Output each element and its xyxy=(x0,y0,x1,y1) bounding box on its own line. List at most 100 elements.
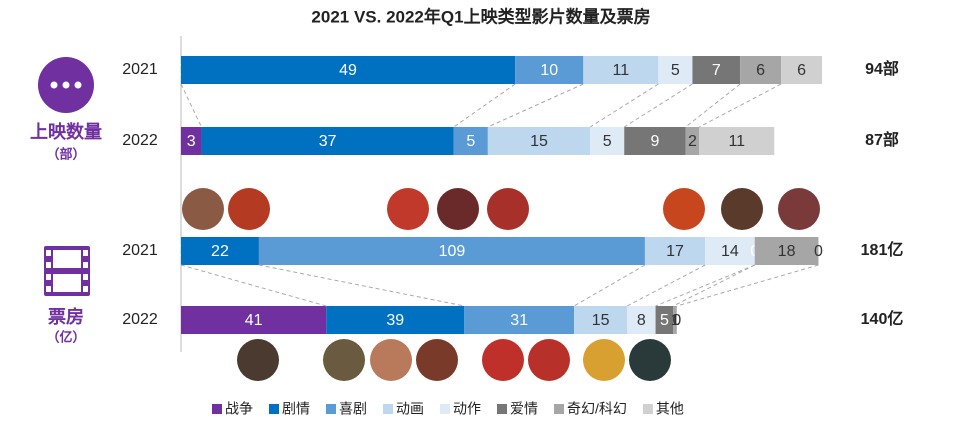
data-label: 11 xyxy=(728,133,745,150)
bar-segment xyxy=(781,56,822,84)
data-label: 22 xyxy=(211,243,229,260)
posters xyxy=(182,188,820,381)
data-label: 5 xyxy=(671,62,680,79)
bar-segment xyxy=(258,237,645,265)
legend-label: 奇幻/科幻 xyxy=(567,401,627,417)
connector-line xyxy=(676,264,819,307)
bar-segment xyxy=(624,127,686,155)
total-label: 140亿 xyxy=(861,309,904,328)
bar-segment xyxy=(655,306,674,334)
legend-swatch xyxy=(440,404,450,414)
connector-line xyxy=(626,264,706,307)
connector-line xyxy=(589,83,659,128)
connector-line xyxy=(453,83,516,128)
legend-swatch xyxy=(326,404,336,414)
connector-line xyxy=(258,264,465,307)
category-label: 2022 xyxy=(122,311,158,328)
bar-segment xyxy=(658,56,693,84)
bar-segment xyxy=(754,237,819,265)
legend-label: 爱情 xyxy=(510,401,538,417)
data-label: 37 xyxy=(319,133,337,150)
data-label: 3 xyxy=(187,133,196,150)
total-label: 94部 xyxy=(865,59,899,78)
data-label: 10 xyxy=(540,62,558,79)
legend-swatch xyxy=(383,404,393,414)
legend-swatch xyxy=(212,404,222,414)
bar-segment xyxy=(740,56,782,84)
legend-swatch xyxy=(497,404,507,414)
bar-segment xyxy=(685,127,700,155)
bar-segment xyxy=(590,127,625,155)
bar-segment xyxy=(181,127,202,155)
connector-line xyxy=(180,83,202,128)
data-label: 15 xyxy=(530,133,548,150)
category-label: 2021 xyxy=(122,242,158,259)
bar-segment xyxy=(201,127,454,155)
data-label: 41 xyxy=(245,312,263,329)
connector-line xyxy=(699,83,782,128)
connector-line xyxy=(685,83,741,128)
connector-line xyxy=(180,264,327,307)
bar-segment xyxy=(692,56,741,84)
data-label: 8 xyxy=(637,312,646,329)
bar-segment xyxy=(644,237,706,265)
chart-title: 2021 VS. 2022年Q1上映类型影片数量及票房 xyxy=(311,6,650,26)
connector-line xyxy=(487,83,584,128)
total-label: 87部 xyxy=(865,130,899,149)
bar-segment xyxy=(583,56,659,84)
panel-sublabel: （亿） xyxy=(46,329,85,344)
data-label: 6 xyxy=(756,62,765,79)
data-label: 9 xyxy=(650,133,659,150)
data-label: 18 xyxy=(778,243,796,260)
data-label: 2 xyxy=(688,133,697,150)
data-label: 14 xyxy=(721,243,739,260)
legend-swatch xyxy=(642,404,653,414)
data-label: 5 xyxy=(660,312,669,329)
bar-segment xyxy=(705,237,755,265)
data-label: 5 xyxy=(603,133,612,150)
bar-segment xyxy=(453,127,488,155)
bar-segment xyxy=(627,306,656,334)
bar-segment xyxy=(574,306,628,334)
bar-segment xyxy=(326,306,465,334)
category-label: 2022 xyxy=(122,132,158,149)
bar-segment xyxy=(673,306,677,334)
panel-sublabel: （部） xyxy=(46,146,85,161)
film-icon xyxy=(44,246,90,296)
data-label: 7 xyxy=(712,62,721,79)
bar-segment xyxy=(181,237,259,265)
data-label: 109 xyxy=(439,243,466,260)
connector-line xyxy=(673,264,755,307)
legend-label: 战争 xyxy=(225,401,253,417)
connector-line xyxy=(623,83,693,128)
panel-label: 票房 xyxy=(48,306,84,327)
data-label: 5 xyxy=(466,133,475,150)
data-label: 15 xyxy=(592,312,610,329)
data-label: 6 xyxy=(797,62,806,79)
legend-label: 动作 xyxy=(453,401,481,417)
legend-label: 动画 xyxy=(396,401,424,417)
total-label: 181亿 xyxy=(861,240,904,259)
panel-label: 上映数量 xyxy=(30,121,102,142)
connector-line xyxy=(573,264,646,307)
bar-segment xyxy=(699,127,775,155)
data-label: 0 xyxy=(814,243,823,260)
bar-segment xyxy=(181,56,516,84)
data-label: 0 xyxy=(672,312,681,329)
data-label: 39 xyxy=(386,312,404,329)
data-label: 49 xyxy=(339,62,357,79)
legend-label: 剧情 xyxy=(282,401,310,417)
legend-label: 喜剧 xyxy=(339,401,367,417)
data-label: 1 xyxy=(671,312,680,329)
data-label: 31 xyxy=(510,312,528,329)
bar-segment xyxy=(464,306,575,334)
bar-segment xyxy=(181,306,327,334)
category-label: 2021 xyxy=(122,61,158,78)
connector-line xyxy=(655,264,755,307)
data-label: 11 xyxy=(613,62,630,79)
legend-swatch xyxy=(554,404,564,414)
bar-segment xyxy=(487,127,591,155)
legend-swatch xyxy=(269,404,279,414)
legend-label: 其他 xyxy=(656,401,684,417)
